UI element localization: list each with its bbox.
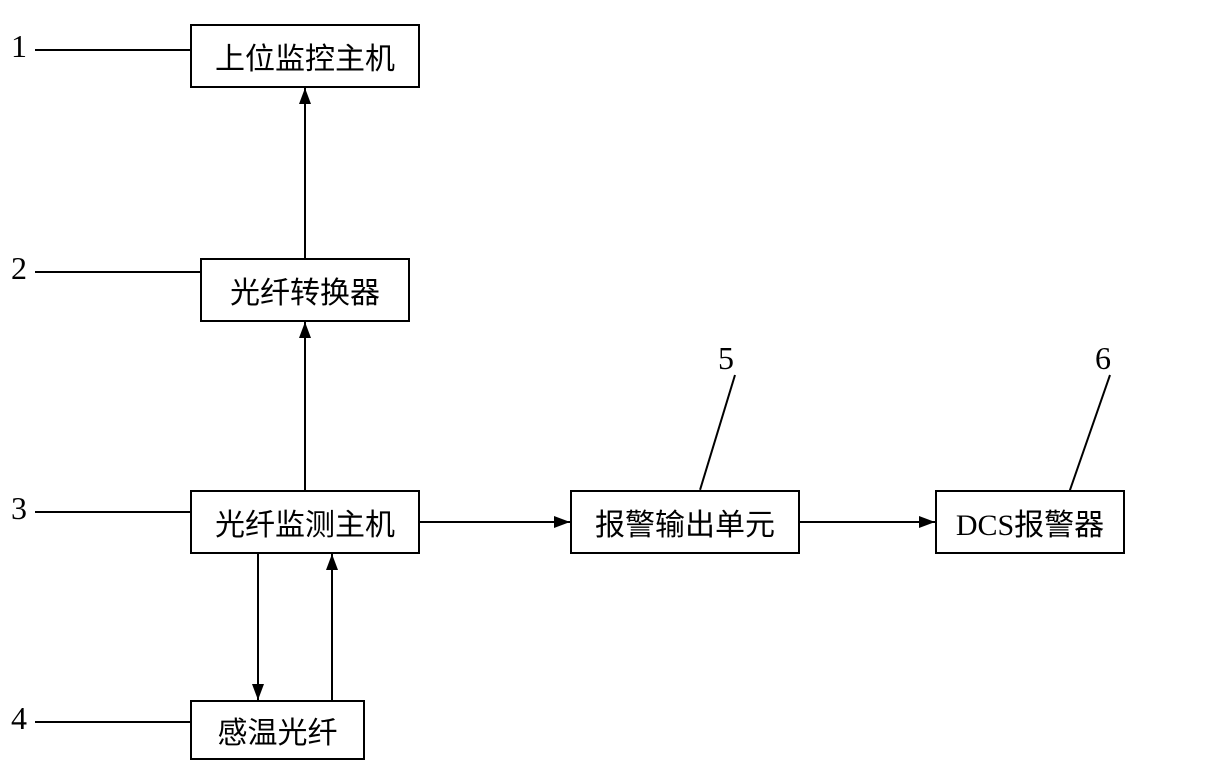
edges-layer (0, 0, 1206, 783)
